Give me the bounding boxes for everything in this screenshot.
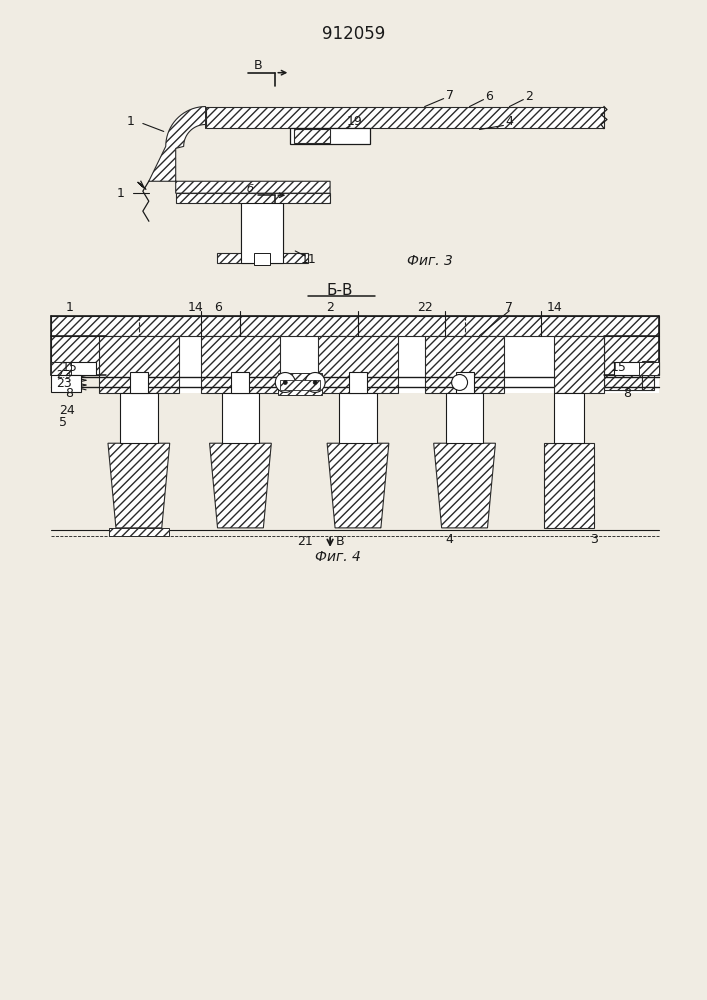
Text: В: В	[254, 59, 263, 72]
Bar	[231, 372, 250, 393]
Bar	[398, 336, 425, 393]
Bar	[318, 336, 398, 393]
Bar	[109, 528, 169, 536]
Circle shape	[275, 373, 296, 392]
Bar	[639, 362, 659, 375]
Text: 14: 14	[547, 301, 562, 314]
Bar	[544, 443, 594, 528]
Bar	[51, 375, 81, 392]
Bar	[604, 375, 642, 390]
Bar	[604, 336, 659, 375]
Text: 14: 14	[188, 301, 204, 314]
Text: 912059: 912059	[322, 25, 385, 43]
Polygon shape	[176, 193, 330, 263]
Bar	[51, 362, 96, 375]
Text: Фиг. 4: Фиг. 4	[315, 550, 361, 564]
Text: 19: 19	[347, 115, 363, 128]
Text: 2: 2	[326, 301, 334, 314]
Polygon shape	[148, 107, 330, 193]
Text: 2.3: 2.3	[56, 370, 71, 380]
Text: 7: 7	[445, 89, 454, 102]
Text: 22: 22	[417, 301, 433, 314]
Polygon shape	[206, 107, 604, 128]
Text: Фиг. 3: Фиг. 3	[407, 254, 452, 268]
Bar	[280, 336, 318, 393]
Text: В: В	[336, 535, 344, 548]
Text: б: б	[247, 184, 254, 194]
Text: 2: 2	[525, 90, 533, 103]
Text: 6: 6	[215, 301, 223, 314]
Bar	[554, 336, 604, 393]
Bar	[120, 393, 158, 443]
Text: 24: 24	[59, 404, 75, 417]
Bar	[255, 253, 270, 265]
Bar	[349, 372, 367, 393]
Bar	[291, 128, 370, 144]
Bar	[51, 336, 106, 375]
Bar	[339, 393, 377, 443]
Bar	[425, 336, 504, 393]
Text: 3: 3	[590, 533, 598, 546]
Circle shape	[313, 380, 317, 384]
Text: 23: 23	[56, 377, 72, 390]
Circle shape	[284, 380, 287, 384]
Text: 15: 15	[611, 361, 627, 374]
Bar	[455, 372, 474, 393]
Bar	[504, 336, 659, 393]
Circle shape	[452, 374, 467, 390]
Bar	[279, 373, 322, 395]
Polygon shape	[327, 443, 389, 528]
Bar	[554, 393, 584, 443]
Bar	[642, 361, 654, 390]
Polygon shape	[108, 443, 170, 528]
Text: 7: 7	[506, 301, 513, 314]
Text: 11: 11	[300, 253, 316, 266]
Text: 4: 4	[506, 115, 513, 128]
Polygon shape	[433, 443, 496, 528]
Bar	[294, 129, 330, 143]
Text: 4: 4	[445, 533, 454, 546]
Bar	[179, 336, 201, 393]
Bar	[445, 393, 484, 443]
Bar	[242, 203, 284, 263]
Text: 15: 15	[62, 361, 77, 374]
Text: 1: 1	[117, 187, 125, 200]
Bar	[221, 393, 259, 443]
Text: 6: 6	[486, 90, 493, 103]
Text: 21: 21	[298, 535, 313, 548]
Bar	[614, 362, 659, 375]
Text: 1: 1	[65, 301, 73, 314]
Bar	[51, 316, 659, 336]
Bar	[51, 362, 71, 375]
Text: Б-В: Б-В	[327, 283, 354, 298]
Text: 1: 1	[127, 115, 135, 128]
Bar	[201, 336, 280, 393]
Text: 8: 8	[65, 387, 73, 400]
Polygon shape	[209, 443, 271, 528]
Bar	[280, 380, 320, 390]
Bar	[99, 336, 179, 393]
Text: 8: 8	[623, 387, 631, 400]
Bar	[130, 372, 148, 393]
Circle shape	[305, 373, 325, 392]
Text: 5: 5	[59, 416, 67, 429]
